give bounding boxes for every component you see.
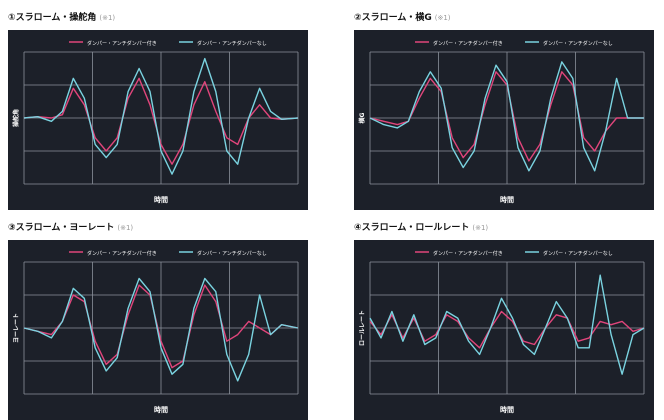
x-axis-label: 時間 <box>500 405 514 414</box>
series-line-1 <box>23 284 299 369</box>
chart-title: ④スラローム・ロールレート (※1) <box>354 220 488 234</box>
y-axis-label: ロールレート <box>359 310 366 346</box>
series-line-2 <box>369 274 645 375</box>
legend-label: ダンパー・アンチダンパーなし <box>197 40 267 47</box>
chart-panel-4: ④スラローム・ロールレート (※1) ダンパー・アンチダンパー付き ダンパー・アンチダ… <box>354 220 654 420</box>
x-axis-label: 時間 <box>500 195 514 204</box>
chart-title-text: ①スラローム・操舵角 <box>8 13 97 23</box>
chart-panel-2: ②スラローム・横G (※1) ダンパー・アンチダンパー付き ダンパー・アンチダンパーな… <box>354 10 654 210</box>
legend-label: ダンパー・アンチダンパー付き <box>433 40 503 47</box>
chart-note: (※1) <box>117 224 134 232</box>
chart-title-text: ②スラローム・横G <box>354 13 432 23</box>
chart-area: ダンパー・アンチダンパー付き ダンパー・アンチダンパーなし時間 ヨーレート <box>8 240 308 420</box>
chart-note: (※1) <box>99 14 116 22</box>
series-line-2 <box>23 277 299 382</box>
chart-title-text: ③スラローム・ヨーレート <box>8 223 115 233</box>
y-axis-label: 横G <box>358 112 366 123</box>
chart-panel-3: ③スラローム・ヨーレート (※1) ダンパー・アンチダンパー付き ダンパー・アンチダン… <box>8 220 308 420</box>
series-line-2 <box>369 61 644 172</box>
chart-note: (※1) <box>434 14 451 22</box>
chart-title: ③スラローム・ヨーレート (※1) <box>8 220 133 234</box>
legend-label: ダンパー・アンチダンパーなし <box>543 40 613 47</box>
legend-label: ダンパー・アンチダンパー付き <box>87 250 157 257</box>
chart-area: ダンパー・アンチダンパー付き ダンパー・アンチダンパーなし時間 ロールレート <box>354 240 654 420</box>
chart-title: ②スラローム・横G (※1) <box>354 10 451 24</box>
legend-label: ダンパー・アンチダンパーなし <box>543 250 613 257</box>
series-line-2 <box>23 57 299 175</box>
series-line-1 <box>369 310 645 349</box>
legend-label: ダンパー・アンチダンパー付き <box>87 40 157 47</box>
y-axis-label: 操舵角 <box>12 109 20 127</box>
chart-area: ダンパー・アンチダンパー付き ダンパー・アンチダンパーなし時間 横G <box>354 30 654 210</box>
legend-label: ダンパー・アンチダンパーなし <box>197 250 267 257</box>
chart-area: ダンパー・アンチダンパー付き ダンパー・アンチダンパーなし時間 操舵角 <box>8 30 308 210</box>
chart-panel-1: ①スラローム・操舵角 (※1) ダンパー・アンチダンパー付き ダンパー・アンチダンパー… <box>8 10 308 210</box>
x-axis-label: 時間 <box>154 405 168 414</box>
y-axis-label: ヨーレート <box>13 313 20 343</box>
chart-title-text: ④スラローム・ロールレート <box>354 223 470 233</box>
legend-label: ダンパー・アンチダンパー付き <box>433 250 503 257</box>
x-axis-label: 時間 <box>154 195 168 204</box>
chart-title: ①スラローム・操舵角 (※1) <box>8 10 115 24</box>
chart-note: (※1) <box>472 224 489 232</box>
